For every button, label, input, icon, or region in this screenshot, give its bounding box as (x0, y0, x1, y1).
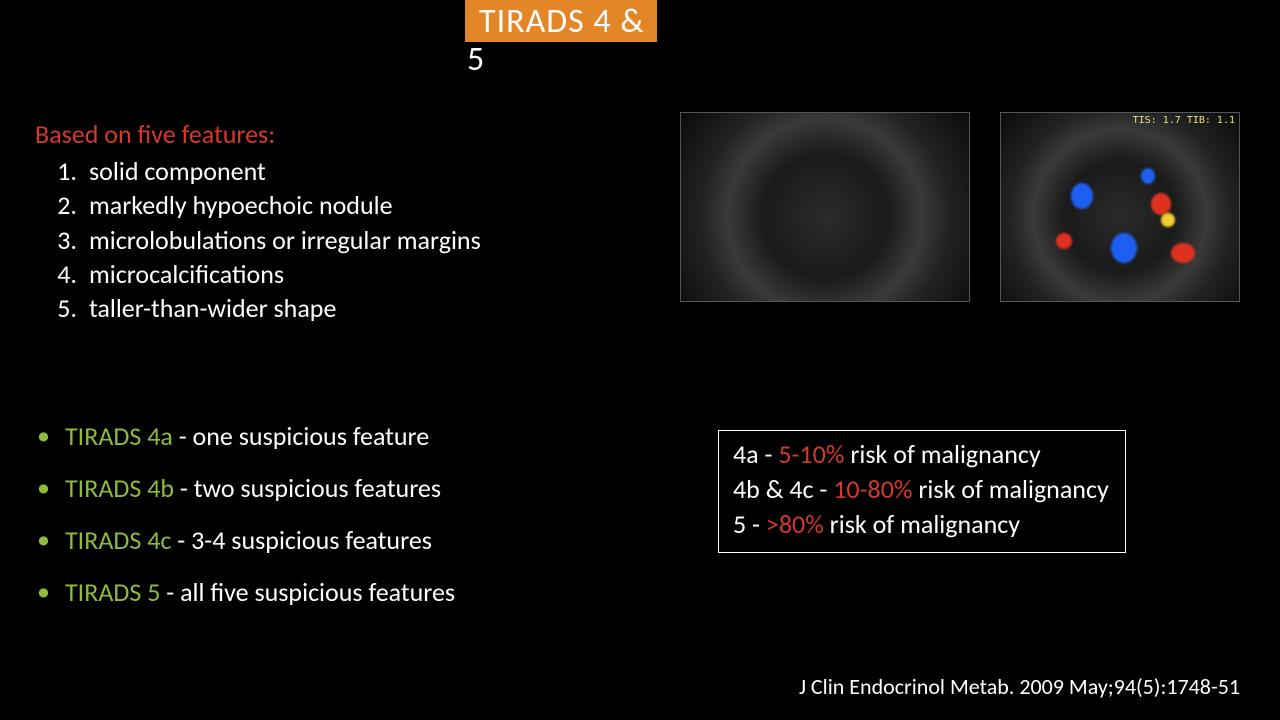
feature-item: microcalcifications (35, 257, 481, 291)
title-line2: 5 (465, 39, 484, 80)
category-name: TIRADS 5 (65, 576, 160, 608)
risk-rest: risk of malignancy (844, 438, 1040, 470)
category-desc: - two suspicious features (174, 472, 441, 504)
risk-box: 4a - 5-10% risk of malignancy 4b & 4c - … (718, 430, 1126, 553)
risk-label: 4b & 4c - (733, 473, 833, 505)
risk-value: 10-80% (833, 473, 912, 505)
category-desc: - 3-4 suspicious features (171, 524, 432, 556)
features-list: solid component markedly hypoechoic nodu… (35, 154, 481, 326)
risk-rest: risk of malignancy (912, 473, 1108, 505)
ultrasound-image-grayscale (680, 112, 970, 302)
ultrasound-image-doppler: TIS: 1.7 TIB: 1.1 (1000, 112, 1240, 302)
citation: J Clin Endocrinol Metab. 2009 May;94(5):… (799, 673, 1240, 700)
category-name: TIRADS 4a (65, 420, 173, 452)
risk-row: 4a - 5-10% risk of malignancy (733, 437, 1109, 472)
risk-label: 5 - (733, 508, 766, 540)
category-item: TIRADS 5 - all five suspicious features (35, 576, 455, 608)
risk-value: >80% (766, 508, 824, 540)
category-desc: - all five suspicious features (160, 576, 455, 608)
category-name: TIRADS 4c (65, 524, 171, 556)
title-line1: TIRADS 4 & (465, 0, 657, 42)
risk-row: 5 - >80% risk of malignancy (733, 507, 1109, 542)
intro-heading: Based on five features: (35, 118, 481, 150)
risk-value: 5-10% (778, 438, 844, 470)
category-desc: - one suspicious feature (173, 420, 429, 452)
feature-item: microlobulations or irregular margins (35, 223, 481, 257)
slide-title: TIRADS 4 & 5 (465, 0, 755, 77)
category-item: TIRADS 4c - 3-4 suspicious features (35, 524, 455, 556)
risk-row: 4b & 4c - 10-80% risk of malignancy (733, 472, 1109, 507)
category-name: TIRADS 4b (65, 472, 174, 504)
doppler-readout-label: TIS: 1.7 TIB: 1.1 (1133, 115, 1235, 126)
category-item: TIRADS 4a - one suspicious feature (35, 420, 455, 452)
feature-item: taller-than-wider shape (35, 291, 481, 325)
risk-rest: risk of malignancy (824, 508, 1020, 540)
features-block: Based on five features: solid component … (35, 118, 481, 326)
feature-item: solid component (35, 154, 481, 188)
category-item: TIRADS 4b - two suspicious features (35, 472, 455, 504)
risk-label: 4a - (733, 438, 778, 470)
categories-list: TIRADS 4a - one suspicious feature TIRAD… (35, 420, 455, 628)
feature-item: markedly hypoechoic nodule (35, 188, 481, 222)
